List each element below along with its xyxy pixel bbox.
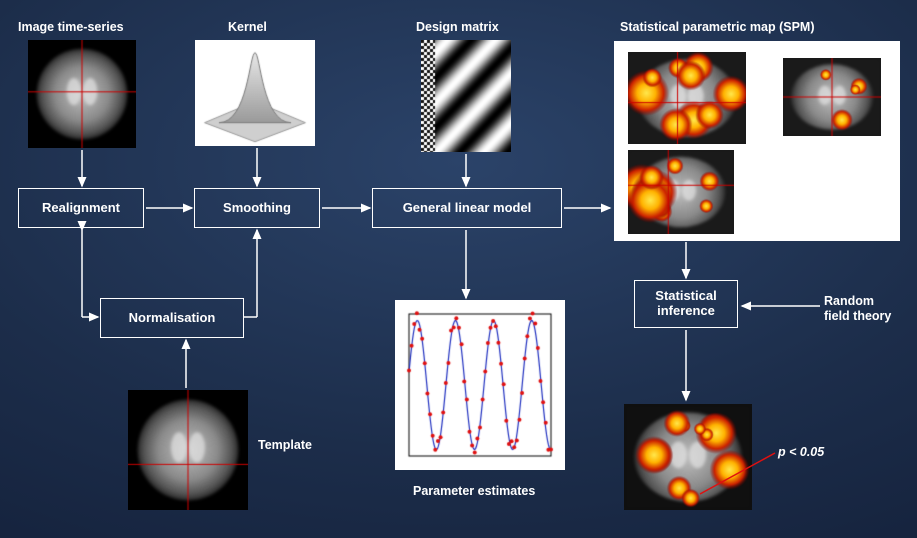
thumb-kernel <box>195 40 315 146</box>
box-realignment: Realignment <box>18 188 144 228</box>
thumb-final-brain <box>624 404 752 510</box>
label-spm-title: Statistical parametric map (SPM) <box>620 20 815 35</box>
thumb-spm-axial <box>628 150 734 234</box>
thumb-template <box>128 390 248 510</box>
label-design-matrix: Design matrix <box>416 20 499 35</box>
label-template: Template <box>258 438 312 453</box>
box-normalisation: Normalisation <box>100 298 244 338</box>
box-glm: General linear model <box>372 188 562 228</box>
thumb-image-time-series <box>28 40 136 148</box>
box-smoothing: Smoothing <box>194 188 320 228</box>
thumb-spm-coronal <box>783 58 881 136</box>
label-p-threshold: p < 0.05 <box>778 445 824 460</box>
thumb-spm-sagittal <box>628 52 746 144</box>
label-random-field-theory: Random field theory <box>824 294 891 324</box>
label-parameter-estimates: Parameter estimates <box>413 484 535 499</box>
label-image-time-series: Image time-series <box>18 20 124 35</box>
label-kernel: Kernel <box>228 20 267 35</box>
thumb-design-matrix <box>421 40 511 152</box>
box-statistical-inference: Statistical inference <box>634 280 738 328</box>
thumb-parameter-estimates <box>395 300 565 470</box>
